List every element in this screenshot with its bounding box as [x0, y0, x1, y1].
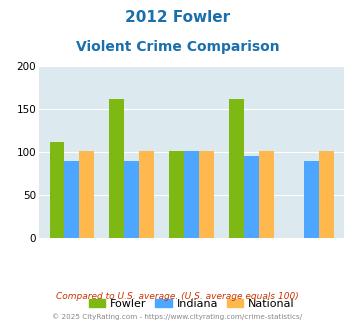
Bar — [259, 151, 274, 238]
Bar — [109, 99, 124, 238]
Text: 2012 Fowler: 2012 Fowler — [125, 10, 230, 25]
Bar — [80, 151, 94, 238]
Bar — [169, 151, 184, 238]
Bar — [124, 161, 139, 238]
Text: Compared to U.S. average. (U.S. average equals 100): Compared to U.S. average. (U.S. average … — [56, 292, 299, 301]
Bar — [199, 151, 214, 238]
Bar — [65, 161, 80, 238]
Bar — [184, 151, 199, 238]
Text: © 2025 CityRating.com - https://www.cityrating.com/crime-statistics/: © 2025 CityRating.com - https://www.city… — [53, 313, 302, 319]
Bar — [50, 142, 65, 238]
Text: Violent Crime Comparison: Violent Crime Comparison — [76, 40, 279, 53]
Bar — [304, 161, 319, 238]
Legend: Fowler, Indiana, National: Fowler, Indiana, National — [84, 295, 299, 314]
Bar — [229, 99, 244, 238]
Bar — [319, 151, 334, 238]
Bar — [139, 151, 154, 238]
Bar — [244, 156, 259, 238]
